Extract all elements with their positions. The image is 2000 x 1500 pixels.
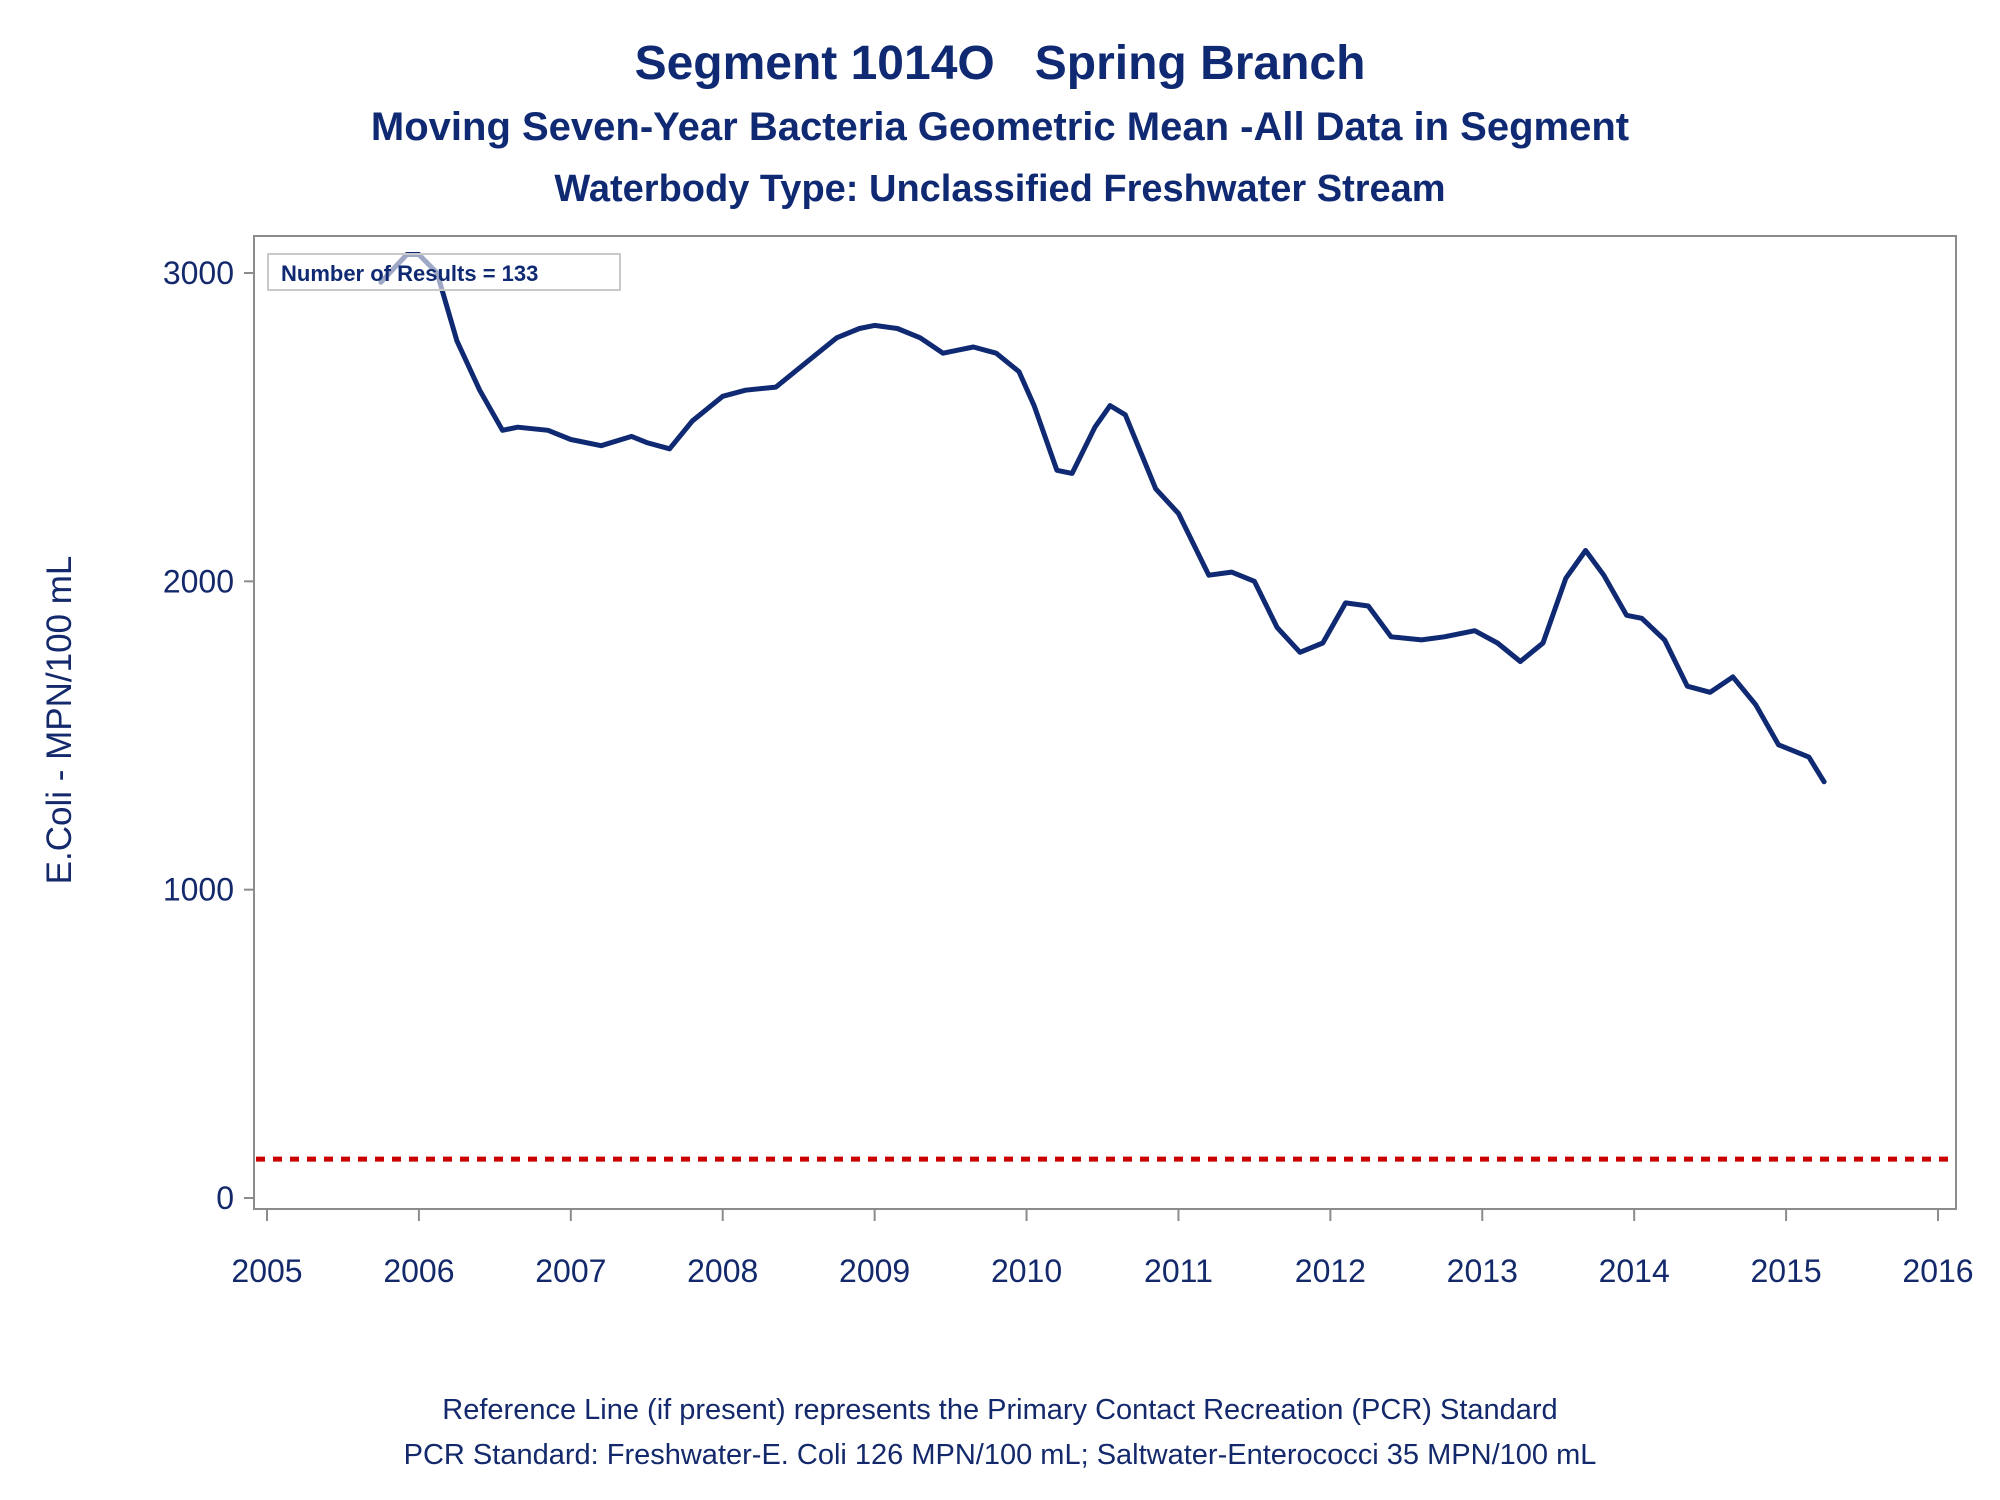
series-point (720, 394, 725, 399)
series-point (568, 437, 573, 442)
series-point (956, 348, 961, 353)
series-point (1601, 573, 1606, 578)
series-point (796, 366, 801, 371)
footnote-reference-line: Reference Line (if present) represents t… (442, 1394, 1558, 1426)
series-point (1070, 471, 1075, 476)
x-tick-label: 2007 (535, 1253, 606, 1289)
footnote-pcr-standard: PCR Standard: Freshwater-E. Coli 126 MPN… (403, 1439, 1597, 1471)
series-point (454, 338, 459, 343)
series-point (1822, 779, 1827, 784)
series-point (1123, 412, 1128, 417)
series-point (1624, 613, 1629, 618)
x-tick-label: 2015 (1750, 1253, 1821, 1289)
series-point (690, 419, 695, 424)
series-point (872, 323, 877, 328)
series-point (1252, 579, 1257, 584)
x-tick-label: 2014 (1599, 1253, 1670, 1289)
series-point (629, 434, 634, 439)
series-point (941, 351, 946, 356)
series-point (546, 428, 551, 433)
x-tick-label: 2010 (991, 1253, 1062, 1289)
y-tick-label: 0 (216, 1180, 234, 1216)
chart-subtitle: Moving Seven-Year Bacteria Geometric Mea… (370, 105, 1630, 149)
series-point (1032, 403, 1037, 408)
inset-label-frame (267, 253, 621, 291)
series-point (477, 388, 482, 393)
inset-label-box: Number of Results = 133 (267, 253, 621, 291)
series-point (1685, 684, 1690, 689)
series-point (1054, 468, 1059, 473)
series-point (1730, 674, 1735, 679)
series-point (599, 443, 604, 448)
x-tick-label: 2005 (231, 1253, 302, 1289)
series-point (500, 428, 505, 433)
series-point (1776, 742, 1781, 747)
series-point (1753, 702, 1758, 707)
series-point (971, 345, 976, 350)
series-point (1108, 403, 1113, 408)
series-point (1229, 570, 1234, 575)
x-tick-label: 2011 (1144, 1253, 1213, 1289)
series-line-geometric-mean (378, 252, 1827, 785)
series-point (1518, 659, 1523, 664)
series-point (1563, 576, 1568, 581)
series-point (1472, 628, 1477, 633)
series-point (1442, 634, 1447, 639)
x-tick-label: 2008 (687, 1253, 758, 1289)
series-point (1583, 548, 1588, 553)
series-point (895, 326, 900, 331)
inset-label-text: Number of Results = 133 (281, 261, 538, 286)
series-point (834, 335, 839, 340)
y-axis: 0 1000 2000 3000 (163, 255, 254, 1216)
series-point (1092, 425, 1097, 430)
series-point (743, 388, 748, 393)
x-tick-label: 2013 (1447, 1253, 1518, 1289)
series-point (515, 425, 520, 430)
x-tick-label: 2012 (1295, 1253, 1366, 1289)
series-point (1662, 637, 1667, 642)
series-point (1389, 634, 1394, 639)
series-point (1298, 650, 1303, 655)
series-point (1275, 625, 1280, 630)
series-point (667, 446, 672, 451)
series-point (1639, 616, 1644, 621)
x-tick-label: 2006 (383, 1253, 454, 1289)
series-point (1176, 511, 1181, 516)
x-axis: 2005 2006 2007 2008 2009 2010 2011 2012 2013 2014… (231, 1209, 1974, 1289)
x-tick-label: 2016 (1902, 1253, 1973, 1289)
series-point (1806, 755, 1811, 760)
series-points (378, 252, 1826, 784)
series-point (1708, 690, 1713, 695)
y-tick-label: 2000 (163, 563, 234, 599)
y-tick-label: 3000 (163, 255, 234, 291)
series-point (1017, 369, 1022, 374)
series-point (918, 335, 923, 340)
series-point (644, 440, 649, 445)
x-tick-label: 2009 (839, 1253, 910, 1289)
series-point (773, 385, 778, 390)
series-point (857, 326, 862, 331)
series-point (1343, 600, 1348, 605)
series-point (1153, 486, 1158, 491)
series-point (1320, 641, 1325, 646)
chart-title: Segment 1014O Spring Branch (634, 37, 1366, 90)
series-point (994, 351, 999, 356)
chart-subtitle-waterbody: Waterbody Type: Unclassified Freshwater … (554, 168, 1446, 210)
y-tick-label: 1000 (163, 872, 234, 908)
plot-frame (253, 235, 1957, 1210)
series-point (1366, 604, 1371, 609)
series-point (1495, 641, 1500, 646)
series-point (1541, 641, 1546, 646)
series-point (1419, 637, 1424, 642)
series-point (1206, 573, 1211, 578)
y-axis-label: E.Coli - MPN/100 mL (40, 556, 79, 885)
